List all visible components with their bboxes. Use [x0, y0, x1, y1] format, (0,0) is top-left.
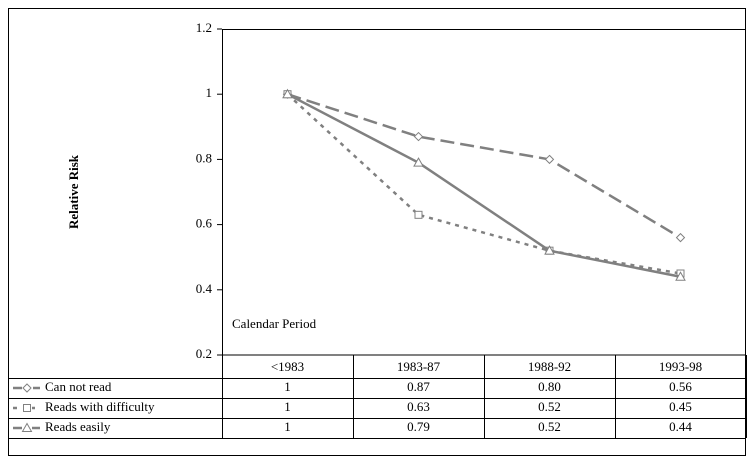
data-point — [413, 131, 424, 142]
y-tick-label: 1 — [206, 85, 213, 100]
table-value: 0.52 — [538, 419, 561, 434]
table-value: 0.80 — [538, 379, 561, 394]
table-value: 0.44 — [669, 419, 692, 434]
annotation: Calendar Period — [232, 316, 317, 331]
data-point — [675, 232, 686, 243]
data-point — [544, 154, 555, 165]
y-tick-label: 0.8 — [196, 150, 212, 165]
table-value: 0.79 — [407, 419, 430, 434]
legend-marker — [21, 422, 33, 432]
y-tick-label: 0.4 — [196, 281, 213, 296]
table-value: 1 — [284, 419, 291, 434]
x-tick-label: 1988-92 — [528, 359, 571, 374]
series-line — [286, 93, 681, 275]
table-value: 0.56 — [669, 379, 692, 394]
legend-label: Reads easily — [45, 419, 111, 434]
legend-label: Can not read — [45, 379, 112, 394]
y-tick-label: 0.2 — [196, 346, 212, 361]
legend-marker — [23, 404, 31, 412]
table-value: 0.45 — [669, 399, 692, 414]
data-point — [544, 245, 555, 255]
table-value: 0.52 — [538, 399, 561, 414]
table-value: 1 — [284, 379, 291, 394]
data-point — [675, 271, 686, 281]
data-point — [282, 88, 293, 99]
x-tick-label: 1993-98 — [659, 359, 702, 374]
data-point — [414, 210, 423, 219]
table-value: 1 — [284, 399, 291, 414]
data-point — [413, 157, 424, 167]
x-tick-label: 1983-87 — [397, 359, 441, 374]
legend-label: Reads with difficulty — [45, 399, 155, 414]
table-value: 0.87 — [407, 379, 430, 394]
y-tick-label: 0.6 — [196, 216, 213, 231]
chart-frame — [8, 8, 746, 456]
legend-marker — [22, 383, 32, 393]
y-axis-label: Relative Risk — [66, 154, 81, 229]
y-tick-label: 1.2 — [196, 20, 212, 35]
series-line — [287, 93, 682, 239]
series-line — [286, 93, 681, 278]
table-value: 0.63 — [407, 399, 430, 414]
x-tick-label: <1983 — [271, 359, 304, 374]
